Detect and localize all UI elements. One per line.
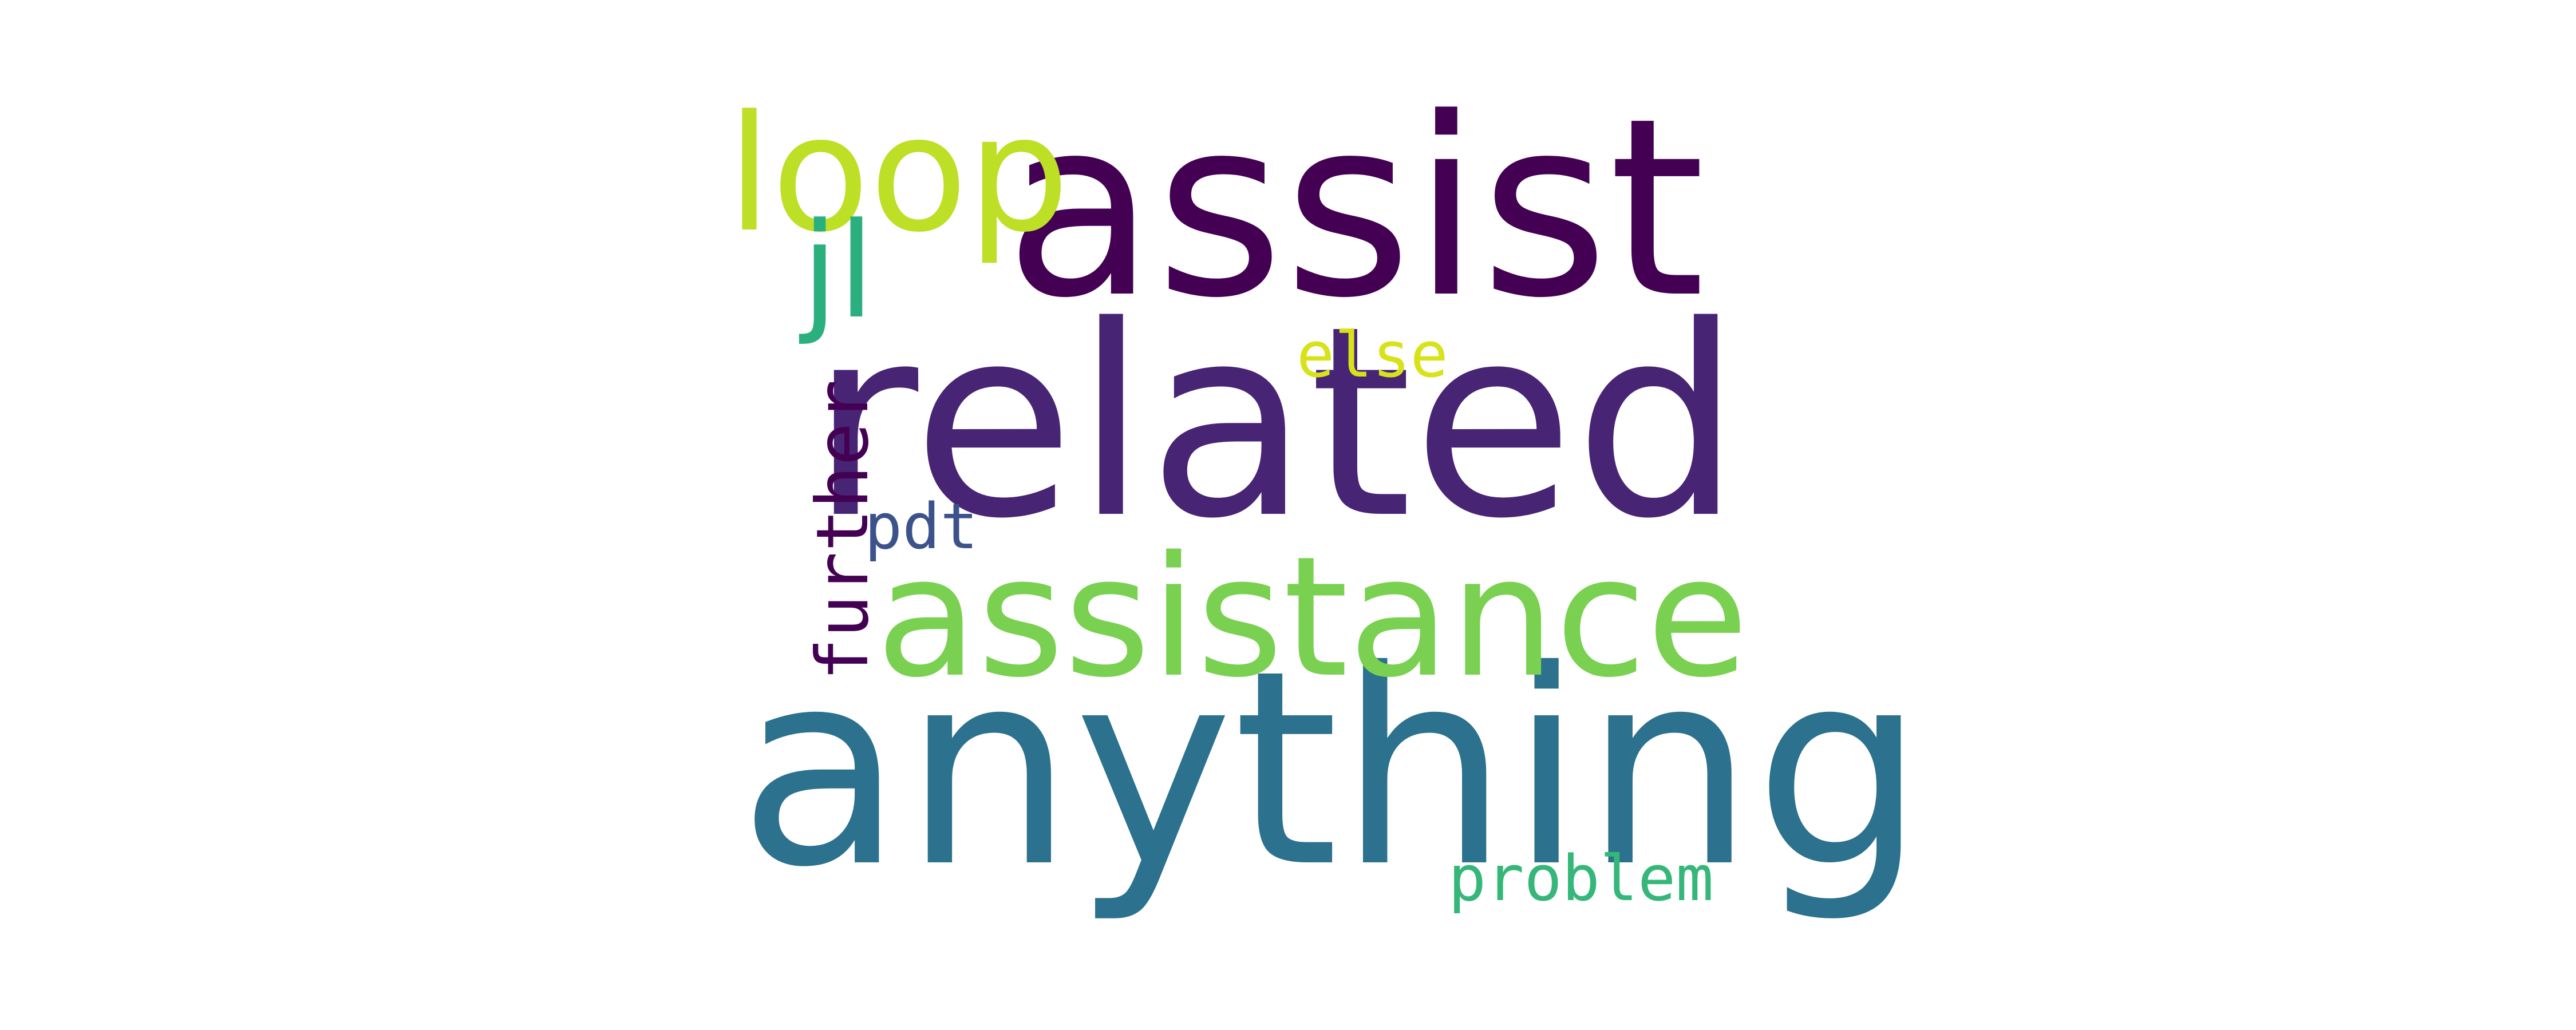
word-pdt: pdt: [864, 490, 978, 563]
word-jl: jl: [801, 195, 875, 348]
word-anything: anything: [738, 613, 1926, 926]
word-related: related: [810, 270, 1742, 576]
word-assistance: assistance: [876, 521, 1749, 714]
word-loop: loop: [727, 81, 1070, 268]
word-problem: problem: [1448, 842, 1714, 915]
word-else: else: [1297, 318, 1448, 391]
word-assist: assist: [1005, 66, 1705, 352]
